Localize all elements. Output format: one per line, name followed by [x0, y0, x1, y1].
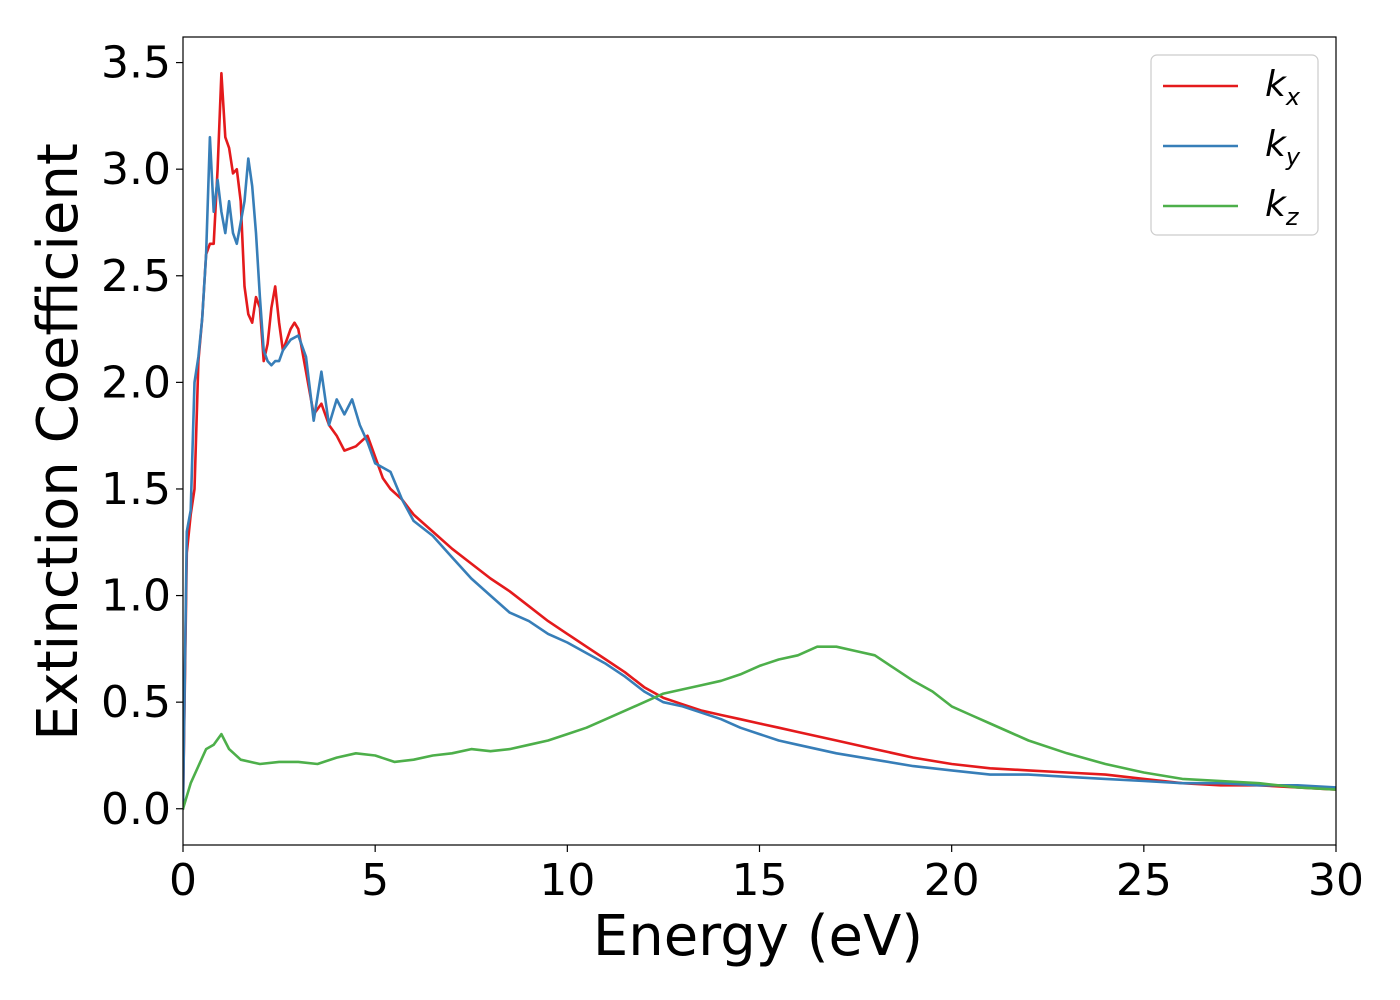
x-tick-label: 10 [539, 855, 595, 906]
x-tick-label: 30 [1308, 855, 1364, 906]
x-tick-label: 5 [361, 855, 389, 906]
y-axis-ticks: 0.0 0.5 1.0 1.5 2.0 2.5 3.0 3.5 [101, 38, 183, 835]
x-tick-label: 20 [924, 855, 980, 906]
series-line-x [183, 71, 1336, 811]
y-tick-label: 3.5 [101, 38, 171, 89]
legend-label: kx [1265, 64, 1301, 111]
x-tick-label: 0 [169, 855, 197, 906]
y-axis-label: Extinction Coefficient [26, 143, 91, 741]
legend-label: ky [1265, 124, 1301, 171]
legend: kx ky kz [1150, 54, 1319, 236]
y-tick-label: 2.0 [101, 357, 171, 408]
x-tick-label: 25 [1116, 855, 1172, 906]
legend-item-y: ky [1163, 124, 1301, 171]
y-tick-label: 0.0 [101, 784, 171, 835]
legend-item-z: kz [1163, 184, 1300, 231]
y-tick-label: 0.5 [101, 677, 171, 728]
x-axis-ticks: 0 5 10 15 20 25 30 [169, 845, 1364, 906]
y-tick-label: 1.0 [101, 571, 171, 622]
x-axis-label: Energy (eV) [593, 904, 923, 969]
y-tick-label: 2.5 [101, 251, 171, 302]
legend-label: kz [1265, 184, 1300, 231]
x-tick-label: 15 [732, 855, 788, 906]
series-line-z [183, 645, 1336, 811]
y-tick-label: 1.5 [101, 464, 171, 515]
legend-item-x: kx [1163, 64, 1301, 111]
series-line-y [183, 135, 1336, 811]
y-tick-label: 3.0 [101, 144, 171, 195]
series-group [183, 71, 1336, 811]
